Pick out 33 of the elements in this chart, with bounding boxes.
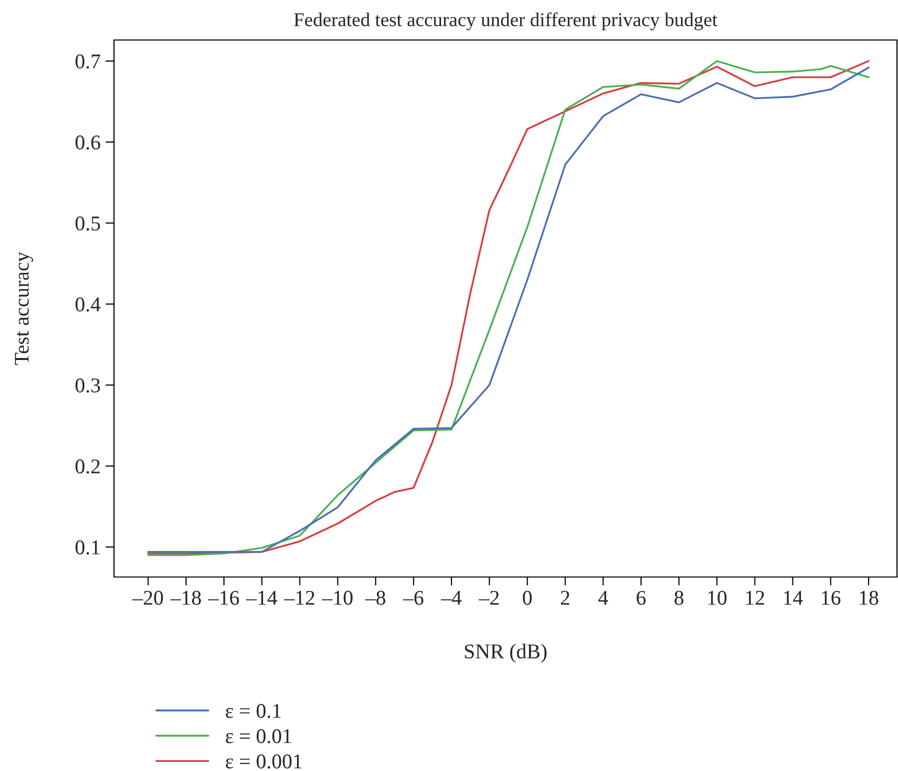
x-tick-label: –10 xyxy=(322,590,353,605)
x-tick-label: –6 xyxy=(402,590,424,605)
y-tick-label: 0.5 xyxy=(76,216,100,231)
legend-label: ε = 0.1 xyxy=(226,704,281,718)
x-tick-label: –4 xyxy=(440,590,462,605)
x-tick-label: –20 xyxy=(132,590,163,605)
y-tick-label: 0.1 xyxy=(76,540,100,555)
x-axis-title: SNR (dB) xyxy=(464,644,547,663)
x-tick-label: –12 xyxy=(284,590,314,605)
legend-label: ε = 0.01 xyxy=(226,729,292,744)
x-tick-label: 8 xyxy=(674,590,684,605)
x-tick-label: –14 xyxy=(246,590,278,605)
y-tick-label: 0.4 xyxy=(76,297,100,312)
x-tick-label: 16 xyxy=(822,590,840,605)
x-tick-label: 10 xyxy=(708,590,727,605)
x-tick-label: 12 xyxy=(746,590,764,605)
y-tick-label: 0.3 xyxy=(76,378,100,393)
chart-title: Federated test accuracy under different privacy budget xyxy=(294,12,718,30)
y-axis-title: Test accuracy xyxy=(14,252,34,365)
x-tick-label: –2 xyxy=(478,590,499,605)
x-tick-label: 4 xyxy=(598,590,608,605)
x-tick-label: 18 xyxy=(860,590,878,605)
legend-label: ε = 0.001 xyxy=(226,754,302,769)
x-tick-label: –8 xyxy=(365,590,386,605)
y-tick-label: 0.7 xyxy=(76,54,100,69)
x-tick-label: –16 xyxy=(208,590,239,605)
y-tick-label: 0.6 xyxy=(76,135,100,150)
x-tick-label: –18 xyxy=(170,590,201,605)
x-tick-label: 2 xyxy=(560,590,570,605)
x-tick-label: 0 xyxy=(522,590,532,605)
x-tick-label: 6 xyxy=(636,590,646,605)
x-tick-label: 14 xyxy=(784,590,803,605)
y-tick-label: 0.2 xyxy=(76,459,100,474)
